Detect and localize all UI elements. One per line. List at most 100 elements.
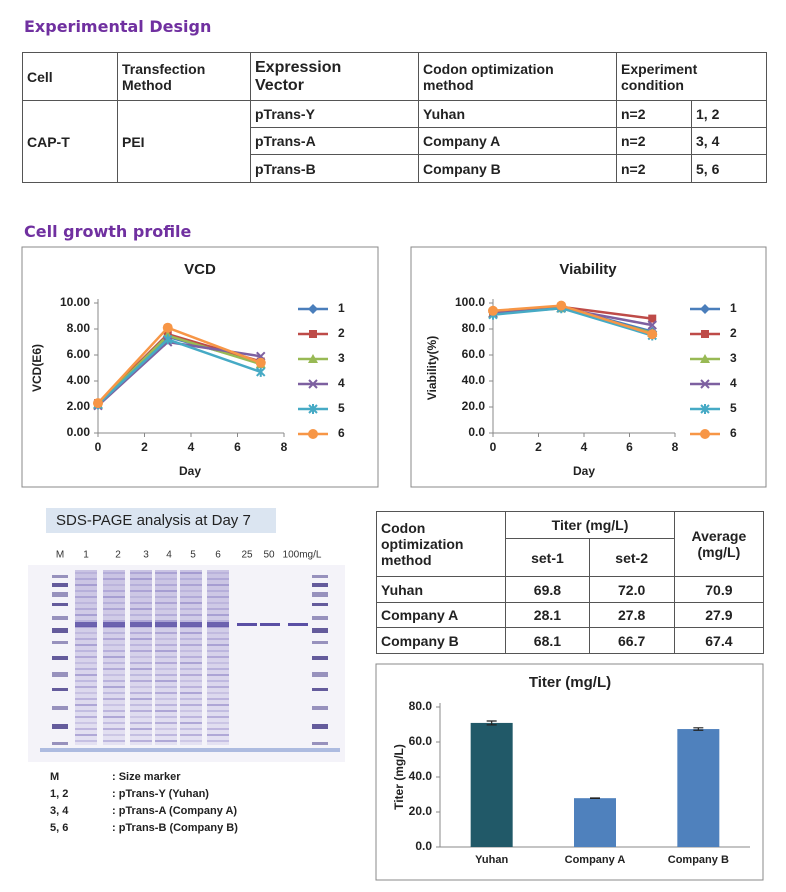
sample-band bbox=[130, 572, 152, 574]
sample-band bbox=[130, 656, 152, 658]
sample-band bbox=[155, 578, 177, 580]
marker bbox=[256, 366, 266, 377]
legend-marker bbox=[700, 404, 710, 414]
standard-band bbox=[237, 623, 257, 626]
sample-band bbox=[155, 584, 177, 586]
cell: 70.9 bbox=[673, 576, 765, 603]
cell: n=2 bbox=[616, 100, 692, 128]
sample-band bbox=[207, 578, 229, 580]
lane-label: 6 bbox=[215, 550, 221, 561]
lane-label: 1 bbox=[83, 550, 89, 561]
sample-band bbox=[155, 644, 177, 646]
sample-band bbox=[130, 680, 152, 682]
error-bar bbox=[590, 797, 600, 800]
sample-band bbox=[75, 728, 97, 730]
legend-marker bbox=[700, 379, 710, 389]
sample-band bbox=[180, 704, 202, 706]
sample-band bbox=[180, 638, 202, 640]
sample-band bbox=[180, 622, 202, 627]
series-line bbox=[97, 340, 261, 407]
sample-band bbox=[103, 692, 125, 694]
x-tick-label: 2 bbox=[535, 440, 542, 454]
sample-band bbox=[180, 668, 202, 670]
gel-legend-key: 3, 4 bbox=[50, 805, 69, 817]
sample-band bbox=[75, 614, 97, 616]
sample-band bbox=[75, 602, 97, 604]
sample-band bbox=[130, 650, 152, 652]
y-tick-label: 60.0 bbox=[409, 734, 433, 748]
x-tick-label: Company B bbox=[668, 854, 729, 866]
marker-band bbox=[312, 592, 328, 597]
design-table: Cell Transfection Method Expression Vect… bbox=[22, 52, 767, 183]
sample-band bbox=[130, 710, 152, 712]
marker-band bbox=[52, 583, 68, 587]
sample-band bbox=[130, 590, 152, 592]
marker-band bbox=[52, 688, 68, 691]
series-line bbox=[97, 332, 262, 404]
legend-label: 4 bbox=[730, 376, 737, 390]
sample-lane bbox=[103, 570, 125, 745]
sample-band bbox=[180, 722, 202, 724]
marker bbox=[255, 359, 266, 369]
legend-label: 6 bbox=[730, 426, 737, 440]
cell: pTrans-B bbox=[250, 154, 419, 183]
sample-band bbox=[155, 686, 177, 688]
gel-legend-key: 1, 2 bbox=[50, 788, 68, 800]
sample-band bbox=[103, 608, 125, 610]
lane-label: 25 bbox=[241, 550, 253, 561]
series-line bbox=[97, 337, 262, 406]
header-cell: set-1 bbox=[505, 538, 590, 577]
sample-lane bbox=[75, 570, 97, 745]
series-line bbox=[97, 326, 262, 404]
sample-band bbox=[155, 614, 177, 616]
legend-marker bbox=[308, 304, 318, 314]
section-heading: Experimental Design bbox=[24, 17, 212, 36]
gel-legend-key: M bbox=[50, 771, 59, 783]
sample-band bbox=[207, 698, 229, 700]
sample-band bbox=[75, 740, 97, 742]
standard-band bbox=[260, 623, 280, 626]
marker bbox=[488, 305, 498, 316]
sample-band bbox=[130, 620, 152, 622]
sample-band bbox=[103, 584, 125, 586]
sample-band bbox=[207, 662, 229, 664]
sample-band bbox=[207, 704, 229, 706]
marker bbox=[648, 314, 657, 323]
marker bbox=[94, 399, 102, 408]
series-line bbox=[492, 305, 653, 320]
sample-band bbox=[130, 734, 152, 736]
header-cell: Cell bbox=[22, 52, 118, 101]
y-tick-label: 0.0 bbox=[468, 425, 485, 439]
legend-marker bbox=[700, 354, 710, 363]
marker-band bbox=[312, 724, 328, 729]
marker bbox=[162, 322, 173, 333]
y-tick-label: 80.0 bbox=[409, 699, 433, 713]
series-line bbox=[492, 306, 653, 327]
x-tick-label: 6 bbox=[234, 440, 241, 454]
cell: 5, 6 bbox=[691, 154, 767, 183]
sample-band bbox=[207, 608, 229, 610]
header-cell: Titer (mg/L) bbox=[505, 511, 675, 539]
header-text: Transfection Method bbox=[122, 60, 206, 93]
marker-band bbox=[312, 672, 328, 677]
sample-band bbox=[103, 698, 125, 700]
sample-band bbox=[155, 734, 177, 736]
cell: 68.1 bbox=[505, 627, 590, 654]
legend-marker bbox=[309, 330, 317, 338]
sample-band bbox=[130, 632, 152, 634]
sample-band bbox=[207, 728, 229, 730]
sample-band bbox=[207, 716, 229, 718]
marker bbox=[162, 331, 173, 342]
cell: 27.9 bbox=[673, 602, 765, 628]
y-tick-label: 4.00 bbox=[67, 373, 91, 387]
x-tick-label: 4 bbox=[581, 440, 588, 454]
marker-band bbox=[52, 656, 68, 660]
y-tick-label: 40.0 bbox=[409, 769, 433, 783]
marker bbox=[93, 399, 103, 410]
sample-band bbox=[130, 692, 152, 694]
marker bbox=[556, 303, 566, 313]
marker bbox=[255, 357, 266, 368]
marker bbox=[93, 399, 103, 409]
sample-band bbox=[130, 622, 152, 627]
cell: Company A bbox=[418, 127, 617, 155]
